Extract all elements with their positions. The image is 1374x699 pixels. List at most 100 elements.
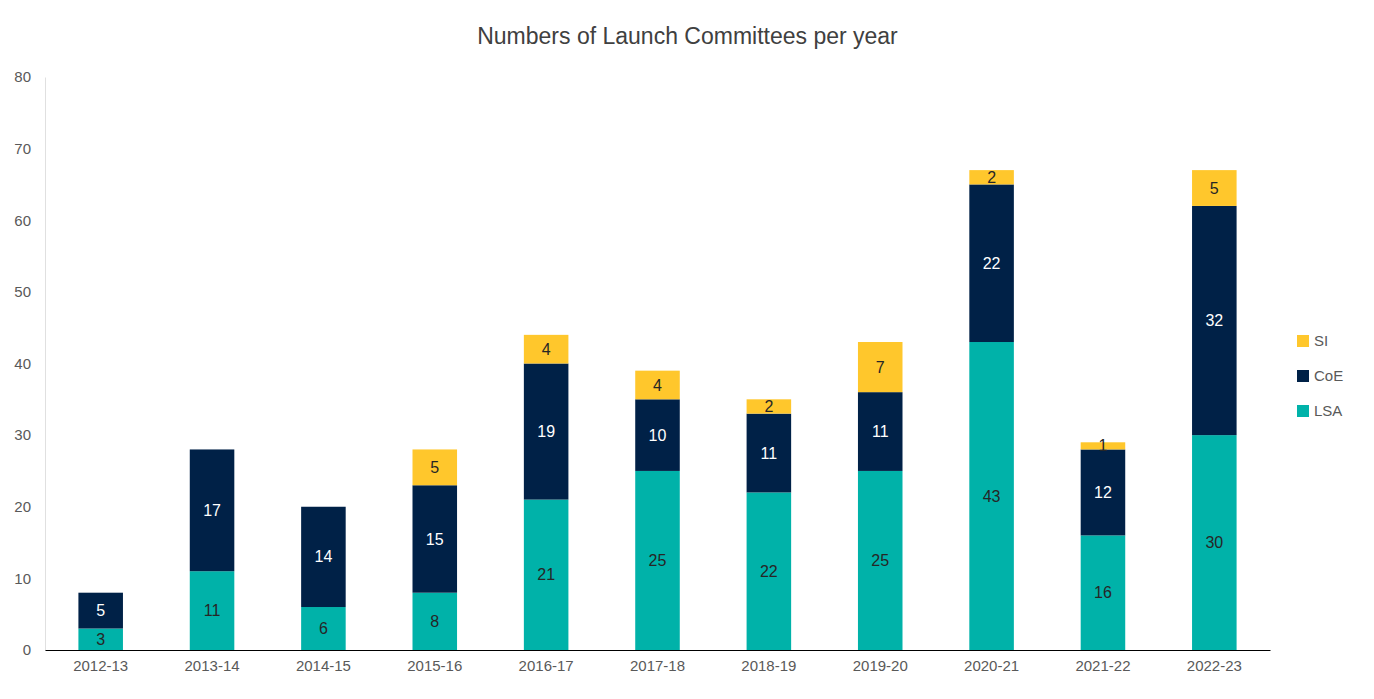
bar-segment <box>301 507 346 607</box>
bar-segment <box>635 471 680 650</box>
y-tick: 10 <box>14 570 45 587</box>
data-label: 12 <box>1094 484 1112 501</box>
legend-label: SI <box>1314 332 1328 349</box>
y-tick-label: 50 <box>14 283 31 300</box>
bar-segment <box>301 607 346 650</box>
y-tick: 0 <box>23 641 45 658</box>
data-label: 21 <box>537 566 555 583</box>
y-tick-label: 0 <box>23 641 31 658</box>
data-label: 2 <box>764 398 773 415</box>
legend-swatch <box>1297 335 1309 347</box>
bar-segment <box>635 399 680 471</box>
bar-segment <box>969 184 1014 342</box>
bar-segment <box>858 342 903 392</box>
bar-segment <box>858 392 903 471</box>
x-tick: 2018-19 <box>741 650 796 674</box>
x-tick-label: 2014-15 <box>296 657 351 674</box>
y-tick: 70 <box>14 140 45 157</box>
x-tick-label: 2021-22 <box>1075 657 1130 674</box>
data-label: 7 <box>876 359 885 376</box>
bar-segment <box>78 593 123 629</box>
y-tick: 20 <box>14 498 45 515</box>
bar-segment <box>747 414 792 493</box>
x-tick: 2016-17 <box>519 650 574 674</box>
data-label: 11 <box>761 445 778 462</box>
x-axis-line <box>46 650 1271 651</box>
y-tick-label: 30 <box>14 426 31 443</box>
title: Numbers of Launch Committees per year <box>477 23 898 49</box>
x-tick-label: 2016-17 <box>519 657 574 674</box>
x-tick-label: 2017-18 <box>630 657 685 674</box>
bar-segment <box>747 492 792 650</box>
legend: SICoELSA <box>1297 332 1343 419</box>
legend-swatch <box>1297 405 1309 417</box>
data-label: 3 <box>96 631 105 648</box>
x-tick-label: 2013-14 <box>185 657 240 674</box>
y-axis: 01020304050607080 <box>14 68 45 658</box>
data-label: 30 <box>1205 534 1223 551</box>
x-tick-label: 2015-16 <box>407 657 462 674</box>
x-tick-label: 2022-23 <box>1187 657 1242 674</box>
data-label: 5 <box>430 459 439 476</box>
data-label: 1 <box>1099 437 1108 454</box>
data-label: 5 <box>1210 180 1219 197</box>
x-tick-label: 2019-20 <box>853 657 908 674</box>
y-tick-label: 10 <box>14 570 31 587</box>
bar-segment <box>969 342 1014 650</box>
bar-segment <box>1081 535 1126 650</box>
bar-segment <box>1192 170 1237 206</box>
bar-segment <box>1192 206 1237 435</box>
x-tick: 2017-18 <box>630 650 685 674</box>
bar-segment <box>1192 435 1237 650</box>
data-label: 5 <box>96 602 105 619</box>
y-tick-label: 20 <box>14 498 31 515</box>
legend-swatch <box>1297 370 1309 382</box>
x-tick: 2012-13 <box>73 650 128 674</box>
x-tick: 2014-15 <box>296 650 351 674</box>
data-label: 11 <box>872 423 889 440</box>
y-tick-label: 60 <box>14 212 31 229</box>
data-label: 15 <box>426 531 444 548</box>
data-label: 4 <box>653 377 662 394</box>
data-label: 22 <box>760 563 778 580</box>
bars <box>78 170 1236 650</box>
bar-segment <box>524 335 569 364</box>
data-label: 25 <box>871 552 889 569</box>
data-label: 32 <box>1205 312 1223 329</box>
x-tick: 2019-20 <box>853 650 908 674</box>
bar-segment <box>413 449 458 485</box>
data-label: 16 <box>1094 584 1112 601</box>
data-label: 2 <box>987 169 996 186</box>
data-label: 14 <box>315 548 333 565</box>
x-tick: 2021-22 <box>1075 650 1130 674</box>
x-axis: 2012-13 2013-14 2014-15 2015-16 2016-17 2017-… <box>46 650 1271 674</box>
bar-segment <box>413 485 458 592</box>
data-label: 6 <box>319 620 328 637</box>
y-tick-label: 70 <box>14 140 31 157</box>
data-label: 8 <box>430 613 439 630</box>
data-label: 11 <box>204 602 221 619</box>
bar-segment <box>635 371 680 400</box>
data-label: 25 <box>649 552 667 569</box>
y-tick: 60 <box>14 212 45 229</box>
y-tick-label: 40 <box>14 355 31 372</box>
bar-segment <box>190 571 235 650</box>
data-label: 17 <box>203 502 221 519</box>
bar-segment <box>78 629 123 650</box>
bar-segment <box>190 449 235 571</box>
data-label: 43 <box>983 488 1001 505</box>
bar-segment <box>524 500 569 650</box>
data-label: 22 <box>983 255 1001 272</box>
bar-segment <box>858 471 903 650</box>
legend-label: LSA <box>1314 402 1342 419</box>
bar-segment <box>524 364 569 500</box>
x-tick-label: 2020-21 <box>964 657 1019 674</box>
y-tick: 40 <box>14 355 45 372</box>
y-tick: 30 <box>14 426 45 443</box>
data-label: 10 <box>649 427 667 444</box>
x-tick: 2015-16 <box>407 650 462 674</box>
data-label: 19 <box>537 423 555 440</box>
data-label: 4 <box>542 341 551 358</box>
bar-segment <box>1081 449 1126 535</box>
y-axis-line <box>45 78 46 651</box>
